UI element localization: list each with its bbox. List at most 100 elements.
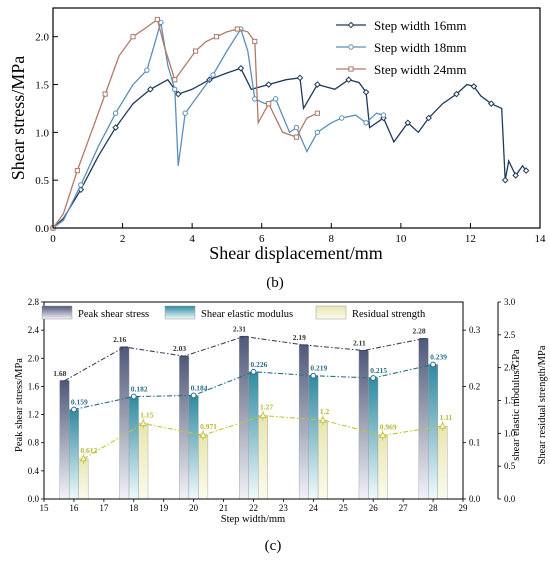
panel-b-data-point — [339, 115, 345, 121]
panel-b-data-point — [144, 67, 150, 73]
panel-c-bar — [428, 364, 439, 500]
panel-b-y-tick-label: 1.5 — [35, 80, 49, 92]
panel-c-data-label: 0.159 — [71, 398, 88, 407]
panel-b-data-point — [154, 16, 160, 23]
panel-b-x-tick-label: 2 — [120, 233, 126, 245]
panel-c-modulus-marker — [430, 361, 436, 368]
panel-c-x-tick-label: 23 — [279, 503, 289, 513]
panel-c-bar — [78, 458, 89, 500]
panel-c-bar — [377, 435, 388, 500]
panel-c-x-tick-label: 21 — [219, 503, 228, 513]
panel-c-data-label: 0.969 — [380, 422, 397, 431]
panel-b-y-tick-label: 0.5 — [35, 175, 49, 187]
panel-c-bar — [298, 344, 309, 500]
panel-c-y-right-outer-tick-label: 2.0 — [504, 363, 516, 373]
panel-b-data-point — [314, 110, 320, 116]
panel-b-data-point — [362, 88, 370, 96]
panel-c-data-label: 0.612 — [80, 446, 97, 455]
panel-b-data-point — [487, 100, 495, 107]
panel-c-bar — [358, 350, 369, 500]
panel-c-modulus-marker — [71, 406, 77, 413]
panel-c-x-axis-title: Step width/mm — [221, 514, 285, 525]
panel-c-bar — [119, 346, 130, 500]
panel-c-bar — [368, 377, 379, 500]
panel-b-y-tick-label: 1.0 — [35, 127, 49, 139]
panel-c-x-tick-label: 19 — [159, 503, 169, 513]
panel-b-x-tick-label: 4 — [189, 233, 195, 245]
panel-c-y-right-inner-tick-label: 0.2 — [469, 381, 480, 391]
panel-c-chart: 15 16 17 18 19 20 21 22 23 24 25 26 27 28 290.00.40.81… — [14, 297, 548, 525]
caption-c: (c) — [265, 538, 282, 554]
panel-c-x-tick-label: 24 — [309, 503, 319, 513]
panel-c-y-axis-left-title: Peak shear stress/MPa — [14, 358, 25, 452]
panel-c-legend-swatch — [315, 305, 347, 320]
panel-b-data-point — [213, 34, 220, 40]
panel-b-x-tick-label: 10 — [395, 233, 407, 245]
panel-c-y-right-outer-tick-label: 1.0 — [504, 428, 516, 438]
panel-b-y-axis-title: Shear stress/MPa — [8, 56, 28, 181]
panel-b-data-point — [193, 48, 199, 54]
panel-b-x-tick-label: 12 — [465, 233, 476, 245]
panel-b-data-point — [78, 182, 84, 188]
panel-c-y-right-inner-tick-label: 0.3 — [469, 325, 481, 335]
panel-c-legend-swatch — [164, 305, 196, 320]
panel-c-data-label: 1.2 — [320, 407, 330, 416]
panel-c-data-label: 2.28 — [412, 327, 425, 336]
panel-b-data-point — [293, 124, 300, 131]
panel-b-data-point — [345, 76, 352, 84]
panel-b-legend-swatch-marker — [348, 44, 354, 50]
panel-c-bar — [418, 338, 429, 500]
panel-b-plot-frame — [52, 7, 541, 229]
panel-c-residual-marker — [139, 419, 148, 426]
panel-c-data-label: 2.16 — [113, 335, 126, 344]
panel-b-data-point — [512, 172, 519, 179]
panel-c-data-label: 0.971 — [200, 422, 217, 431]
panel-c-data-label: 1.68 — [53, 369, 66, 378]
panel-b-data-point — [314, 81, 321, 88]
panel-c-bar — [198, 435, 209, 500]
panel-c-data-label: 1.27 — [260, 403, 273, 412]
panel-c-x-tick-label: 16 — [69, 503, 79, 513]
panel-c-y-left-tick-label: 1.2 — [28, 410, 39, 420]
panel-c-modulus-marker — [310, 372, 317, 379]
panel-b-data-point — [265, 81, 272, 88]
panel-c-data-label: 2.31 — [233, 324, 246, 333]
panel-b-data-point — [174, 90, 182, 98]
panel-b-data-point — [501, 176, 509, 184]
panel-c-data-label: 0.219 — [310, 364, 327, 373]
panel-c-bar — [437, 425, 448, 500]
panel-c-bar — [248, 371, 259, 500]
panel-b-legend-swatch-marker — [347, 21, 355, 29]
panel-b-data-point — [314, 129, 321, 136]
panel-b-legend-label: Step width 18mm — [374, 40, 466, 55]
panel-b-data-point — [453, 90, 460, 98]
panel-c-x-tick-label: 25 — [339, 503, 349, 513]
panel-b-data-point — [380, 112, 387, 118]
panel-b-x-tick-label: 14 — [535, 233, 547, 245]
panel-b-data-point — [147, 85, 154, 93]
panel-c-data-label: 0.239 — [430, 352, 447, 361]
panel-c-y-right-inner-tick-label: 0.0 — [469, 494, 481, 504]
panel-b-chart: 0 2 4 6 8 10 12 14 0.0 0.5 1.0 1.5 2.0 Shear stress/… — [8, 7, 547, 263]
panel-c-bar — [68, 409, 79, 500]
panel-c-residual-marker — [378, 431, 387, 438]
panel-c-y-left-tick-label: 0.0 — [28, 494, 40, 504]
panel-c-residual-marker — [79, 454, 88, 462]
panel-c-y-right-inner-tick-label: 0.1 — [469, 438, 480, 448]
panel-b-series-line-2 — [52, 22, 384, 229]
panel-c-data-label: 2.11 — [353, 339, 366, 348]
panel-c-legend-swatch — [41, 305, 73, 320]
panel-c-data-label: 0.226 — [251, 360, 268, 369]
panel-b-data-point — [102, 91, 108, 97]
panel-c-data-label: 1.15 — [140, 410, 153, 419]
panel-b-data-point — [112, 124, 119, 131]
panel-b-data-point — [130, 34, 136, 40]
panel-b-x-axis-title: Shear displacement/mm — [209, 243, 382, 263]
panel-b-x-tick-label: 0 — [50, 233, 56, 245]
panel-b-data-point — [363, 120, 369, 126]
panel-c-x-tick-label: 26 — [369, 503, 379, 513]
panel-c-data-label: 2.19 — [293, 333, 306, 342]
panel-c-legend-label: Residual strength — [352, 309, 426, 320]
panel-c-y-left-tick-label: 0.4 — [28, 466, 40, 476]
panel-c-y-left-tick-label: 1.6 — [28, 381, 40, 391]
